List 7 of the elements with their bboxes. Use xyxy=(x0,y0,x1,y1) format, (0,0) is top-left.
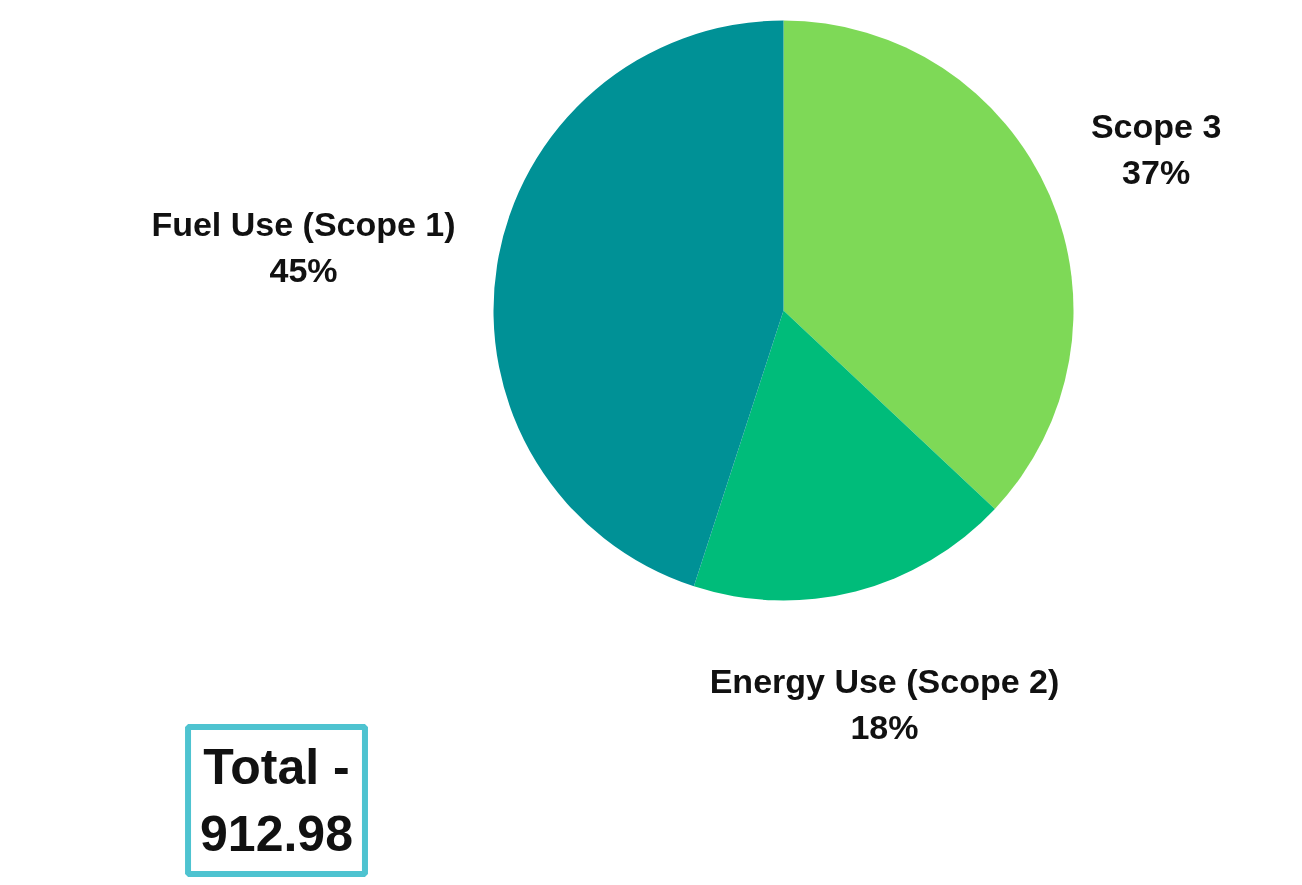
data-label: 18% xyxy=(850,707,919,746)
data-label: 45% xyxy=(269,250,338,289)
slice-label: Scope 3 xyxy=(1090,107,1222,146)
data-label: 37% xyxy=(1122,153,1191,192)
text: Total - 912.98 xyxy=(200,738,353,863)
slice-label: Energy Use (Scope 2) xyxy=(709,661,1060,700)
slice-label: Fuel Use (Scope 1) xyxy=(151,205,456,244)
